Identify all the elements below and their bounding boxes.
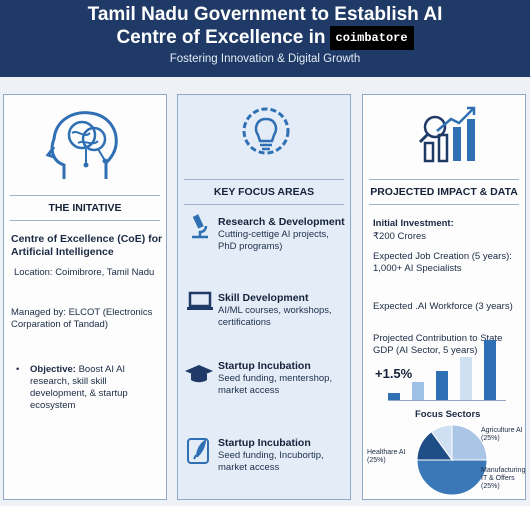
focus-item-desc: AI/ML courses, workshops, certifications	[218, 305, 332, 328]
graduation-cap-icon	[185, 365, 213, 383]
objective-label: Objective:	[30, 364, 76, 375]
impact-bar	[436, 371, 448, 400]
investment-value: ₹200 Crores	[373, 231, 427, 242]
page-subtitle: Fostering Innovation & Digital Growth	[169, 53, 361, 65]
sectors-pie-chart	[416, 424, 488, 496]
pie-slice	[416, 459, 488, 496]
impact-bar	[484, 340, 496, 400]
gdp-value: +1.5%	[375, 366, 413, 381]
initiative-objective: • Objective: Boost AI AI research, skill…	[16, 364, 128, 411]
lightbulb-gear-icon	[242, 107, 290, 155]
focus-heading: KEY FOCUS AREAS	[184, 179, 344, 205]
growth-chart-icon	[418, 106, 476, 163]
page-title-line2: Centre of Excellence in coimbatore	[0, 26, 530, 50]
initiative-heading: THE INITATIVE	[10, 195, 160, 221]
laptop-icon	[187, 291, 213, 310]
initiative-panel: THE INITATIVE Centre of Excellence (CoE)…	[3, 94, 167, 500]
initiative-name: Centre of Excellence (CoE) for Artificia…	[11, 233, 163, 258]
city-label: coimbatore	[329, 26, 414, 50]
rocket-icon	[187, 438, 209, 464]
impact-bar-chart	[388, 339, 506, 401]
impact-bar	[388, 393, 400, 400]
impact-bar	[460, 357, 472, 400]
impact-panel: PROJECTED IMPACT & DATA Initial Investme…	[362, 94, 526, 500]
focus-item-title: Startup Incubation	[218, 360, 311, 372]
initiative-location: Location: Coimibrore, Tamil Nadu	[14, 267, 155, 278]
focus-item-title: Startup Incubation	[218, 437, 311, 449]
pie-slice	[430, 424, 453, 462]
sector-label-healthcare: Healthare AI (25%)	[367, 449, 406, 464]
header-banner: Tamil Nadu Government to Establish AI Ce…	[0, 0, 530, 77]
impact-heading: PROJECTED IMPACT & DATA	[369, 179, 519, 205]
investment-label: Initial Investment:	[373, 218, 454, 229]
impact-bar	[412, 382, 424, 400]
pie-slice	[451, 424, 488, 461]
focus-item-desc: Seed funding, mentershop, market access	[218, 373, 333, 396]
initiative-managed-by: Managed by: ELCOT (Electronics Corparati…	[11, 307, 153, 330]
microscope-icon	[192, 214, 208, 239]
page-title-line1: Tamil Nadu Government to Establish AI	[87, 4, 443, 25]
sectors-heading: Focus Sectors	[415, 409, 481, 420]
sector-label-manufacturing: Manufacturing IT & Offers (25%)	[481, 467, 526, 490]
sector-label-agriculture: Agriculture AI (25%)	[481, 427, 523, 442]
page-title-line2-text: Centre of Excellence in	[116, 27, 326, 49]
focus-item-desc: Seed funding, Incubortip, market access	[218, 450, 324, 473]
focus-item-title: Skill Development	[218, 292, 309, 304]
focus-item-desc: Cutting-cettige AI projects, PhD program…	[218, 229, 329, 252]
focus-item-title: Research & Development	[218, 216, 345, 228]
job-creation: Expected Job Creation (5 years): 1,000+ …	[373, 251, 512, 274]
gdp-contribution: Projected Contribution to State GDP (AI …	[373, 333, 503, 356]
expected-workforce: Expected .AI Workforce (3 years)	[373, 301, 513, 312]
brain-head-icon	[45, 111, 118, 179]
focus-panel: KEY FOCUS AREAS Research & Development C…	[177, 94, 351, 500]
objective-text: Boost AI AI research, skill skill develo…	[30, 364, 128, 411]
